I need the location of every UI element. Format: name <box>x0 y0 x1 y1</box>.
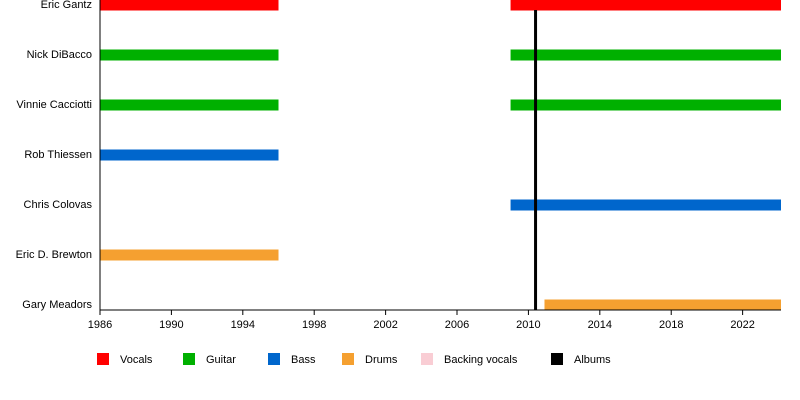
member-bar <box>100 49 279 61</box>
x-tick-label: 1998 <box>302 319 326 331</box>
member-bar <box>100 0 279 11</box>
row-label: Vinnie Cacciotti <box>16 99 92 111</box>
legend-swatch <box>421 353 433 365</box>
row-label: Chris Colovas <box>24 199 93 211</box>
x-tick-label: 1990 <box>159 319 183 331</box>
member-bar <box>510 199 781 211</box>
member-bar <box>510 99 781 111</box>
x-tick-label: 2018 <box>659 319 683 331</box>
legend-swatch <box>268 353 280 365</box>
row-label: Rob Thiessen <box>24 149 92 161</box>
x-tick-label: 1994 <box>231 319 255 331</box>
x-tick-label: 2006 <box>445 319 469 331</box>
legend-label: Bass <box>291 354 316 366</box>
member-bar <box>510 49 781 61</box>
member-bar <box>544 299 781 311</box>
legend-label: Drums <box>365 354 398 366</box>
x-tick-label: 2022 <box>730 319 754 331</box>
legend-swatch <box>551 353 563 365</box>
row-label: Gary Meadors <box>22 299 92 311</box>
legend-label: Albums <box>574 354 611 366</box>
row-label: Nick DiBacco <box>27 49 92 61</box>
x-tick-label: 1986 <box>88 319 112 331</box>
legend-label: Guitar <box>206 354 236 366</box>
x-tick-label: 2010 <box>516 319 540 331</box>
member-bar <box>100 99 279 111</box>
legend-label: Vocals <box>120 354 153 366</box>
legend-label: Backing vocals <box>444 354 518 366</box>
legend-swatch <box>97 353 109 365</box>
x-tick-label: 2002 <box>373 319 397 331</box>
member-bar <box>100 149 279 161</box>
row-label: Eric Gantz <box>41 0 92 11</box>
legend-swatch <box>183 353 195 365</box>
row-label: Eric D. Brewton <box>16 249 92 261</box>
member-bar <box>510 0 781 11</box>
x-tick-label: 2014 <box>588 319 612 331</box>
legend-swatch <box>342 353 354 365</box>
member-bar <box>100 249 279 261</box>
